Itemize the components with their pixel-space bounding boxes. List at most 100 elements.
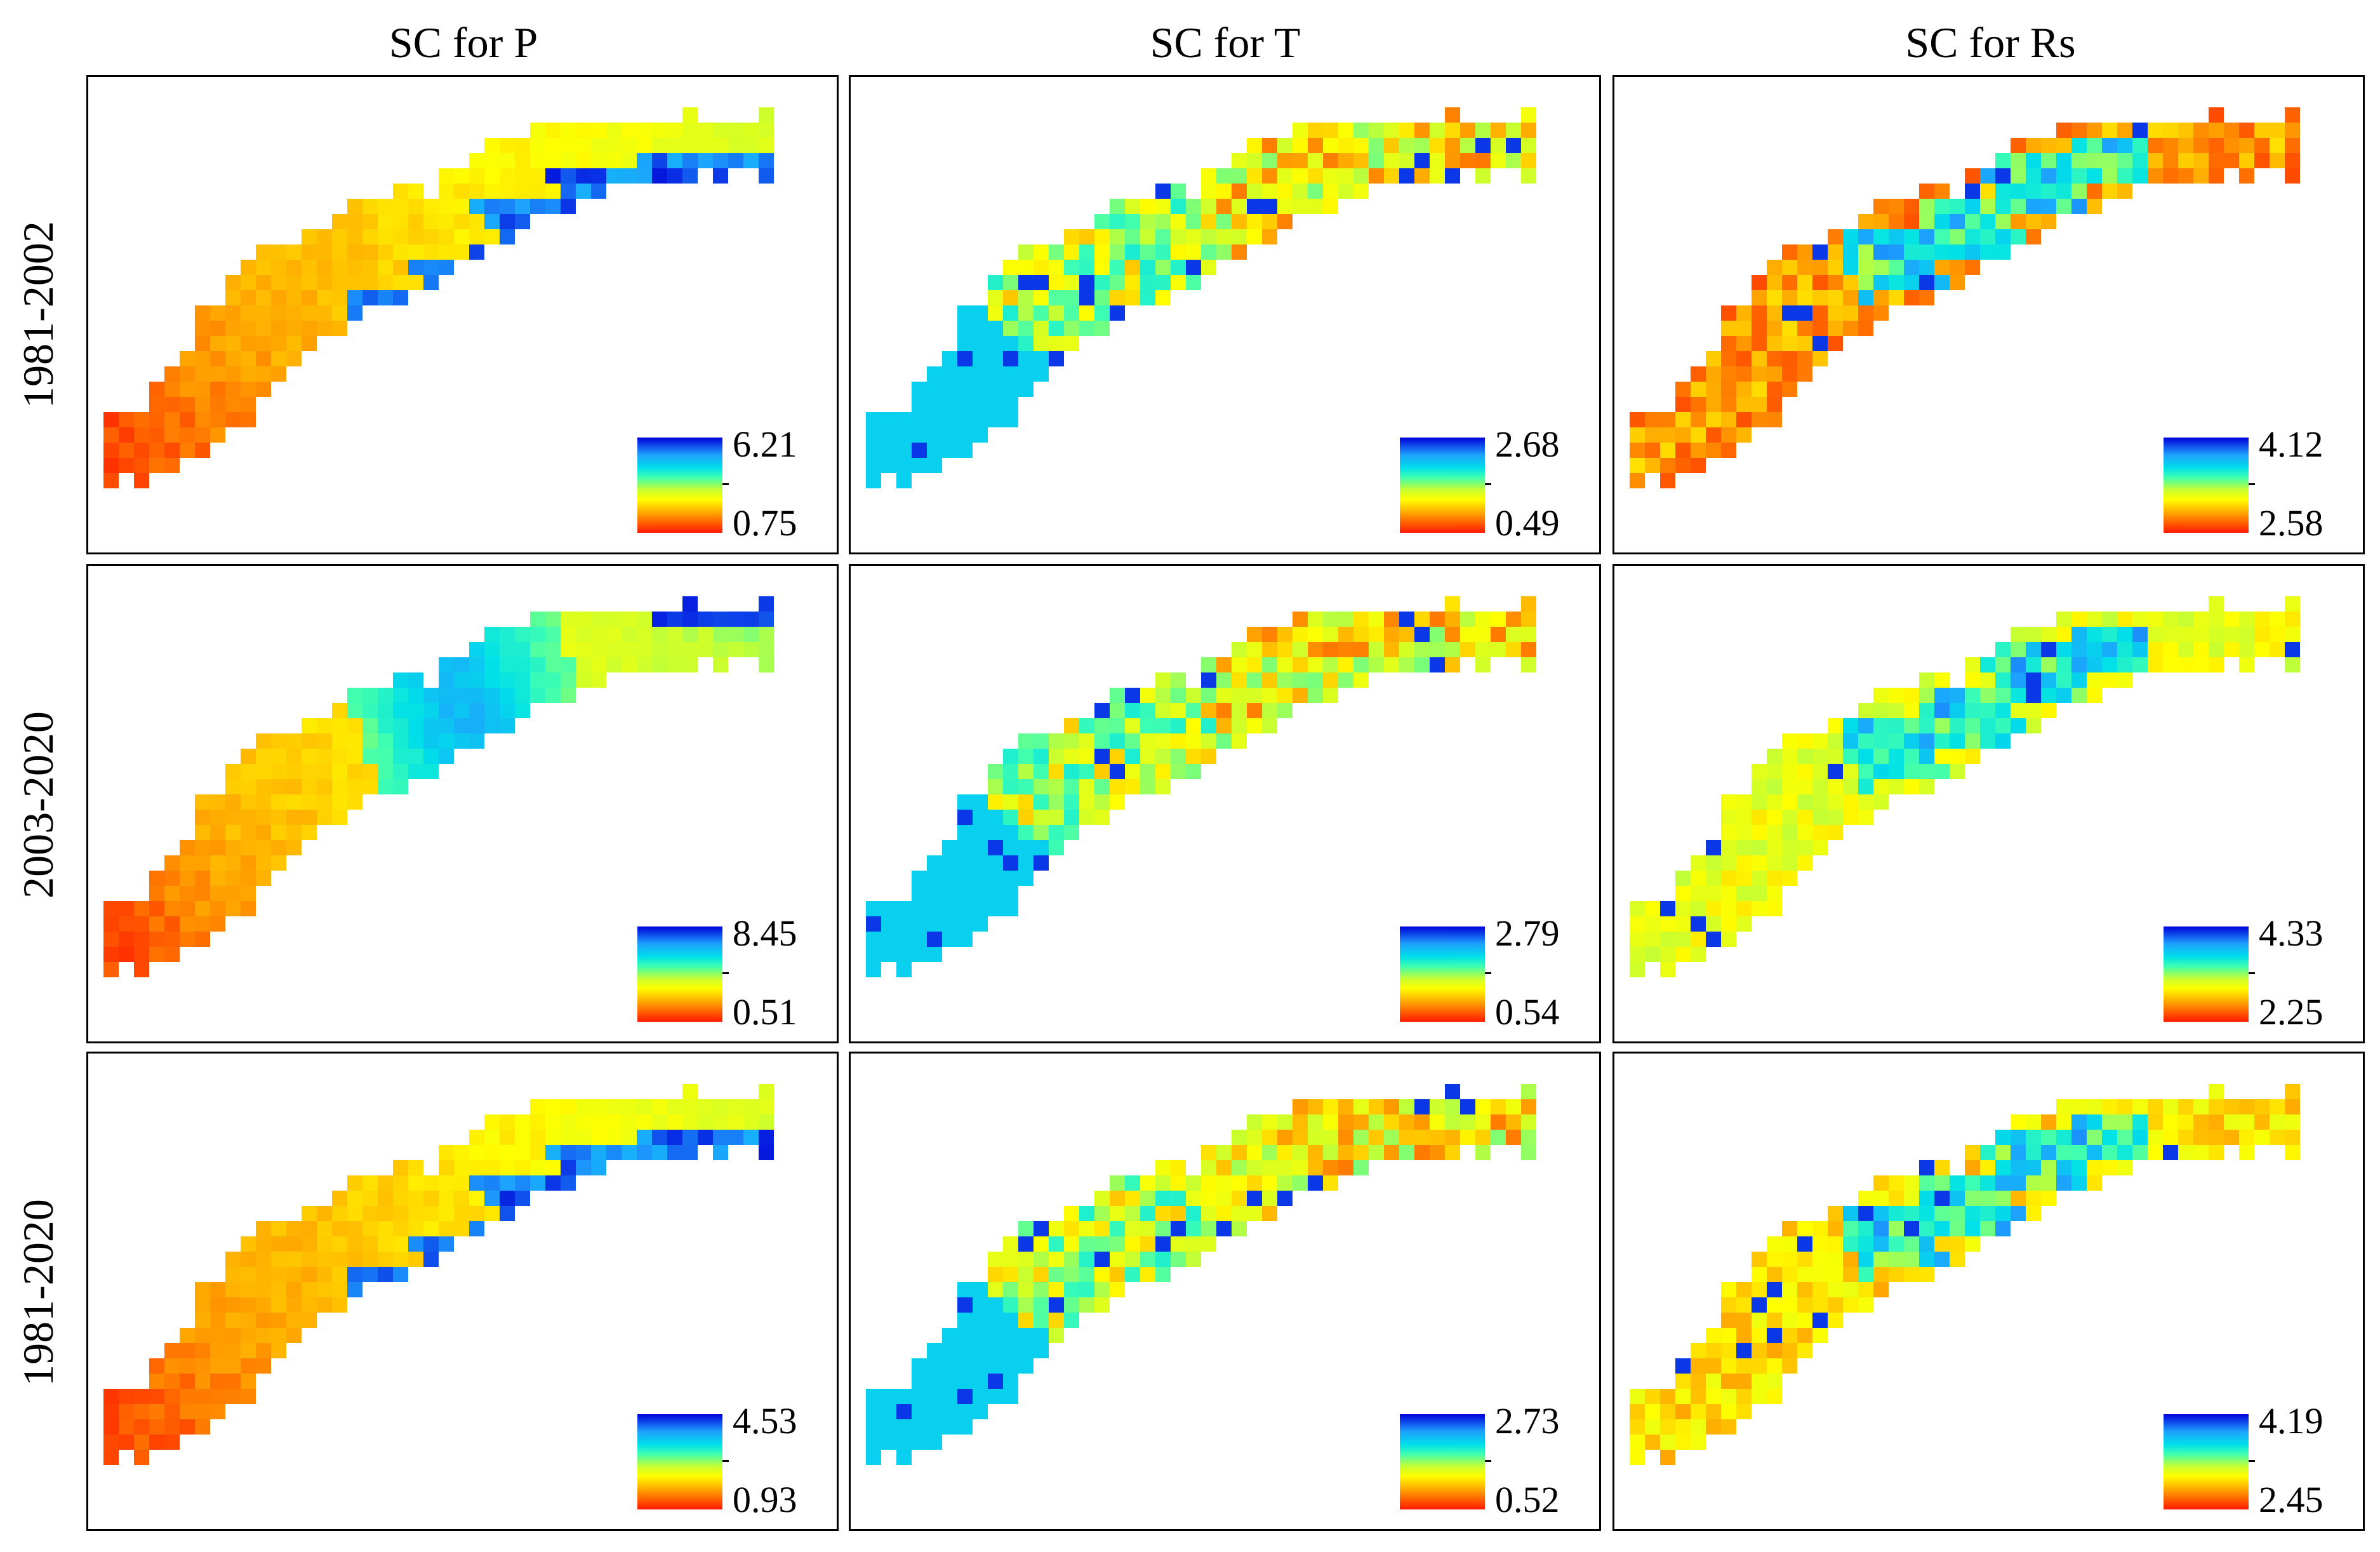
map-cell xyxy=(149,1435,164,1450)
map-cell xyxy=(988,397,1003,412)
map-cell xyxy=(2087,612,2102,627)
map-cell xyxy=(271,275,286,290)
map-cell xyxy=(256,1282,271,1297)
map-cell xyxy=(1812,1236,1828,1252)
map-cell xyxy=(500,657,515,672)
map-cell xyxy=(912,1435,927,1450)
map-cell xyxy=(1630,1404,1645,1419)
map-cell xyxy=(1094,718,1110,733)
map-cell xyxy=(1782,871,1797,886)
map-cell xyxy=(286,1236,302,1252)
map-cell xyxy=(973,855,988,871)
map-cell xyxy=(1889,1206,1904,1221)
map-cell xyxy=(591,657,606,672)
map-cell xyxy=(500,1145,515,1160)
map-cell xyxy=(1675,1404,1691,1419)
map-cell xyxy=(988,275,1003,290)
map-cell xyxy=(2132,612,2148,627)
map-cell xyxy=(1064,794,1079,810)
legend-max-value: 4.19 xyxy=(2259,1400,2323,1442)
map-cell xyxy=(1003,1313,1018,1328)
map-cell xyxy=(378,290,393,305)
map-cell xyxy=(241,764,256,779)
map-cell xyxy=(119,901,134,916)
map-cell xyxy=(561,168,576,184)
map-cell xyxy=(302,1297,317,1313)
map-cell xyxy=(1491,123,1506,138)
map-cell xyxy=(271,1252,286,1267)
map-cell xyxy=(1232,1221,1247,1236)
map-cell xyxy=(241,260,256,275)
map-cell xyxy=(927,855,942,871)
map-cell xyxy=(1262,1145,1277,1160)
map-cell xyxy=(1919,688,1934,703)
map-cell xyxy=(1889,703,1904,718)
map-cell xyxy=(1155,1221,1171,1236)
map-cell xyxy=(2193,657,2209,672)
map-cell xyxy=(1110,244,1125,260)
map-cell xyxy=(332,229,347,244)
map-cell xyxy=(103,412,119,427)
map-cell xyxy=(439,168,454,184)
map-cell xyxy=(591,153,606,168)
map-cell xyxy=(1018,1236,1034,1252)
map-cell xyxy=(1660,473,1675,488)
map-cell xyxy=(393,764,408,779)
map-cell xyxy=(1323,153,1338,168)
map-cell xyxy=(1767,397,1782,412)
map-cell xyxy=(241,1313,256,1328)
map-cell xyxy=(256,1221,271,1236)
map-cell xyxy=(408,1252,423,1267)
map-cell xyxy=(1430,123,1445,138)
map-cell xyxy=(912,1419,927,1435)
map-cell xyxy=(439,229,454,244)
legend-max-value: 2.73 xyxy=(1495,1400,1560,1442)
map-cell xyxy=(1873,1236,1889,1252)
map-cell xyxy=(1277,1160,1293,1175)
map-cell xyxy=(439,688,454,703)
map-cell xyxy=(1262,718,1277,733)
map-cell xyxy=(759,123,774,138)
map-cell xyxy=(1110,1221,1125,1236)
map-cell xyxy=(1767,871,1782,886)
map-cell xyxy=(1645,443,1660,458)
map-cell xyxy=(1782,244,1797,260)
map-cell xyxy=(1018,1282,1034,1297)
map-cell xyxy=(1003,901,1018,916)
map-cell xyxy=(256,321,271,336)
map-cell xyxy=(988,321,1003,336)
map-cell xyxy=(271,244,286,260)
map-cell xyxy=(2132,1114,2148,1130)
map-cell xyxy=(1873,305,1889,321)
map-cell xyxy=(1828,794,1843,810)
map-cell xyxy=(302,1313,317,1328)
map-cell xyxy=(1277,1114,1293,1130)
map-cell xyxy=(1767,886,1782,901)
map-cell xyxy=(1767,1358,1782,1374)
map-cell xyxy=(988,779,1003,794)
map-cell xyxy=(1858,244,1873,260)
map-cell xyxy=(1094,703,1110,718)
map-cell xyxy=(271,366,286,382)
map-cell xyxy=(1384,168,1399,184)
map-cell xyxy=(241,901,256,916)
map-cell xyxy=(1752,810,1767,825)
map-cell xyxy=(1338,1114,1353,1130)
map-cell xyxy=(1262,672,1277,688)
map-cell xyxy=(1353,1130,1369,1145)
map-cell xyxy=(2026,688,2041,703)
map-cell xyxy=(164,901,180,916)
map-cell xyxy=(1414,657,1430,672)
map-cell xyxy=(241,366,256,382)
map-cell xyxy=(1079,244,1094,260)
map-cell xyxy=(1110,275,1125,290)
map-cell xyxy=(1323,1130,1338,1145)
map-cell xyxy=(271,840,286,855)
map-cell xyxy=(515,1175,530,1191)
map-cell xyxy=(1889,1175,1904,1191)
map-cell xyxy=(484,168,500,184)
map-cell xyxy=(2132,1099,2148,1114)
map-cell xyxy=(957,1328,973,1343)
map-cell xyxy=(1919,1191,1934,1206)
map-cell xyxy=(2026,642,2041,657)
